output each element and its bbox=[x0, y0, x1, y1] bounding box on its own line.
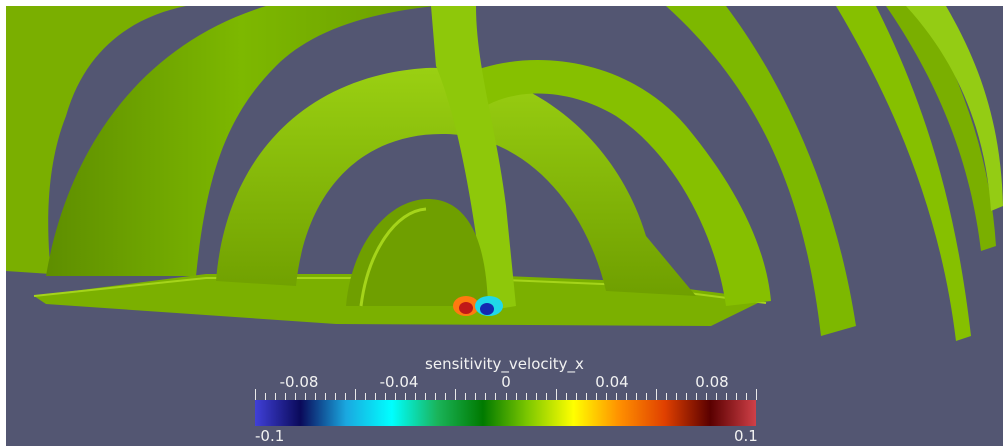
ribbon-1 bbox=[666, 6, 856, 336]
ribbon-2 bbox=[836, 6, 971, 341]
3d-viewport[interactable]: sensitivity_velocity_x -0.08 -0.04 0 0.0… bbox=[6, 6, 1003, 446]
left-outer-shell bbox=[6, 6, 186, 274]
vertical-fin bbox=[431, 6, 516, 311]
outer-dome-left bbox=[46, 6, 436, 276]
sensitivity-blob-red bbox=[459, 302, 473, 314]
inner-dome-rim bbox=[359, 207, 427, 307]
middle-dome bbox=[216, 67, 696, 296]
ribbon-4 bbox=[906, 6, 1003, 211]
mesh-render bbox=[6, 6, 1003, 341]
ribbon-3 bbox=[886, 6, 996, 251]
inner-dome bbox=[346, 198, 488, 306]
right-arch bbox=[461, 60, 771, 307]
sensitivity-blob-blue bbox=[480, 303, 494, 315]
